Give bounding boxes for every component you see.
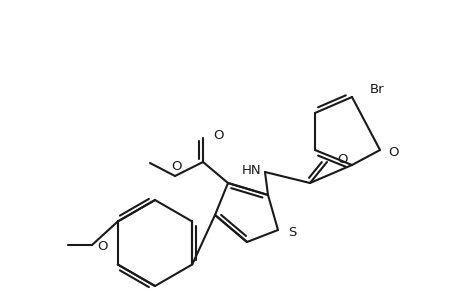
Text: HN: HN (241, 164, 260, 176)
Text: S: S (287, 226, 296, 239)
Text: O: O (336, 152, 347, 166)
Text: O: O (171, 160, 182, 172)
Text: Br: Br (369, 82, 384, 95)
Text: O: O (387, 146, 397, 158)
Text: O: O (97, 241, 107, 254)
Text: O: O (213, 128, 223, 142)
